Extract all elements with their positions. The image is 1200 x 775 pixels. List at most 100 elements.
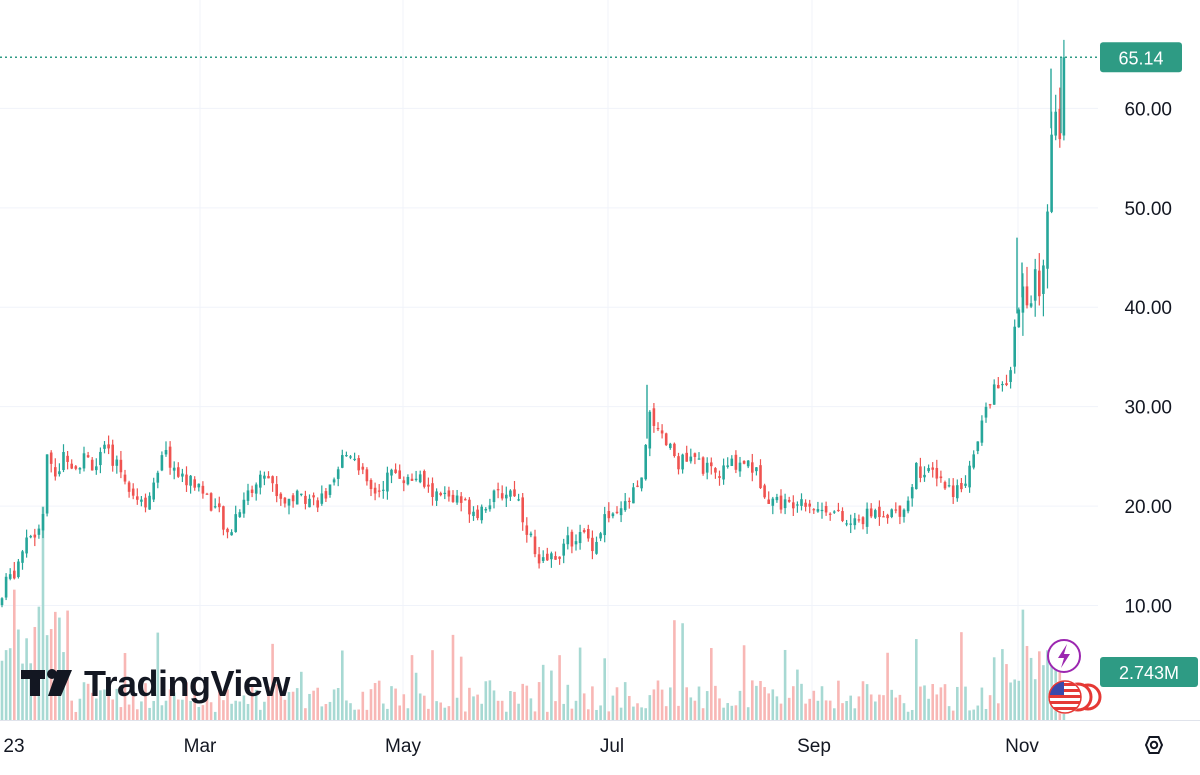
candle — [410, 473, 414, 481]
volume-bar — [193, 680, 196, 720]
us-flag-icon[interactable] — [1048, 680, 1102, 714]
time-axis-tick: 23 — [3, 736, 24, 757]
candle — [8, 568, 12, 581]
volume-bar — [783, 649, 787, 720]
candle — [800, 493, 803, 511]
volume-bar — [582, 693, 586, 720]
volume-bar — [874, 701, 877, 720]
volume-bar — [943, 684, 947, 720]
candle — [685, 445, 688, 462]
volume-bar — [677, 705, 680, 720]
volume-bar — [406, 708, 410, 720]
volume-bar — [181, 699, 184, 720]
volume-bar — [148, 707, 151, 720]
volume-bar — [697, 686, 701, 720]
candle — [144, 493, 147, 513]
candle — [312, 492, 315, 506]
volume-bar — [960, 632, 963, 720]
candle — [1001, 381, 1004, 392]
candle — [242, 492, 246, 518]
volume-bar — [656, 680, 660, 720]
volume-bar — [882, 695, 885, 720]
volume-bar — [226, 689, 229, 720]
candle — [677, 452, 680, 475]
candle — [988, 403, 992, 409]
volume-bar — [328, 701, 332, 720]
volume-bar — [915, 639, 918, 720]
candle — [816, 501, 820, 513]
candle — [488, 498, 492, 512]
volume-bar — [111, 699, 114, 720]
candle — [29, 534, 32, 539]
candle — [730, 455, 734, 467]
volume-bar — [123, 653, 127, 720]
settings-hexagon-icon[interactable] — [1144, 736, 1164, 754]
volume-bar — [824, 700, 828, 720]
candle — [746, 460, 750, 469]
candle — [570, 529, 574, 554]
candle — [427, 477, 430, 493]
candle — [906, 496, 910, 514]
volume-bar — [365, 709, 369, 720]
candle — [960, 478, 963, 493]
candle — [968, 460, 971, 493]
volume-bar — [168, 689, 172, 720]
volume-bar — [939, 687, 943, 720]
time-axis[interactable]: 23 Mar May Jul Sep Nov — [3, 736, 1039, 757]
volume-bar — [341, 650, 344, 720]
volume-bar — [267, 686, 270, 720]
candle — [513, 480, 516, 497]
candle — [529, 531, 533, 538]
candle — [603, 506, 606, 543]
candle — [238, 509, 242, 518]
volume-bar — [45, 635, 49, 720]
volume-bar — [636, 703, 639, 720]
price-axis[interactable]: 10.00 20.00 30.00 40.00 50.00 60.00 — [1124, 99, 1172, 617]
candle — [775, 493, 779, 503]
candle — [660, 424, 664, 439]
volume-bar — [90, 692, 94, 720]
candle — [693, 452, 697, 465]
volume-bar — [402, 694, 406, 720]
candle — [669, 442, 672, 450]
volume-bar — [115, 688, 119, 720]
candle — [849, 514, 852, 534]
candle — [320, 485, 324, 506]
volume-bar — [693, 700, 697, 720]
candle — [287, 498, 291, 515]
volume-bar — [357, 709, 360, 720]
volume-bar — [164, 700, 168, 720]
candle — [628, 497, 631, 509]
candle — [578, 524, 582, 550]
candle — [619, 501, 623, 523]
volume-bar — [218, 682, 221, 720]
candle — [66, 451, 69, 470]
candle — [308, 494, 311, 508]
candle — [587, 524, 590, 542]
volume-bar — [964, 686, 967, 720]
lightning-bolt-icon[interactable] — [1047, 639, 1081, 673]
volume-bar — [935, 694, 939, 720]
candle — [984, 402, 988, 423]
volume-bar — [820, 686, 824, 720]
candle — [751, 453, 754, 482]
candle — [644, 444, 647, 481]
volume-bar — [861, 681, 865, 720]
volume-bar — [4, 650, 8, 720]
volume-bar — [213, 711, 217, 720]
tradingview-logo[interactable]: TradingView — [21, 663, 292, 704]
volume-bar — [505, 711, 508, 720]
volume-bar — [1005, 664, 1008, 720]
candle — [345, 451, 348, 457]
volume-bar — [58, 617, 61, 720]
candle — [382, 480, 385, 499]
candle — [283, 496, 287, 508]
last-price-label: 65.14 — [1118, 48, 1163, 68]
volume-bar — [496, 700, 500, 720]
volume-bar — [238, 701, 242, 720]
volume-bar — [316, 687, 319, 720]
volume-bar — [0, 660, 4, 720]
candle — [898, 505, 902, 525]
